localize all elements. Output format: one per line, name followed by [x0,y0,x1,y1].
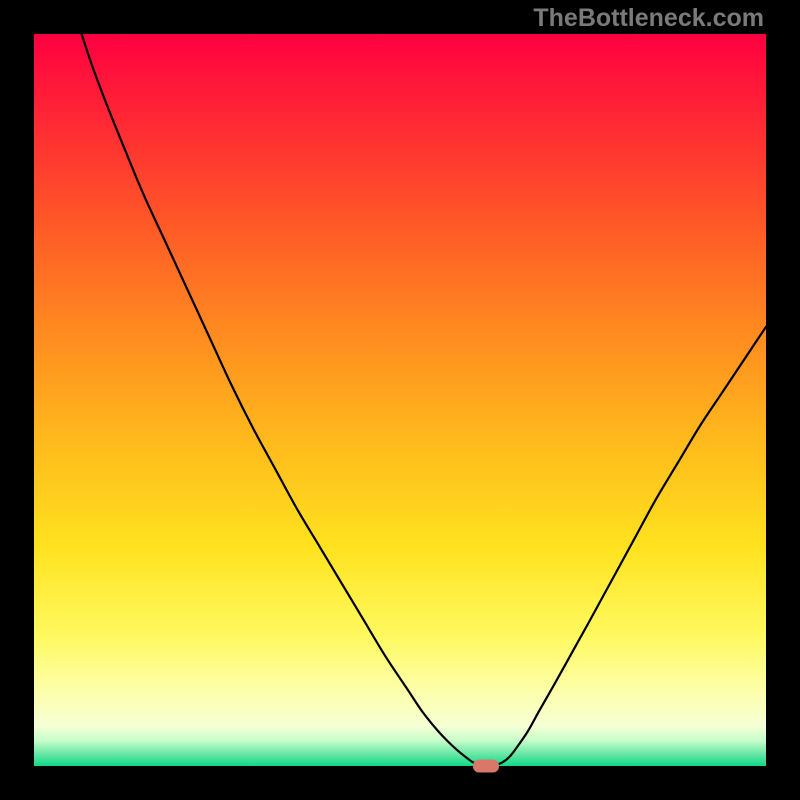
watermark-text: TheBottleneck.com [533,4,764,33]
minimum-marker [473,760,499,773]
chart-frame: TheBottleneck.com [0,0,800,800]
bottleneck-curve-chart [34,34,766,766]
gradient-background [34,34,766,766]
